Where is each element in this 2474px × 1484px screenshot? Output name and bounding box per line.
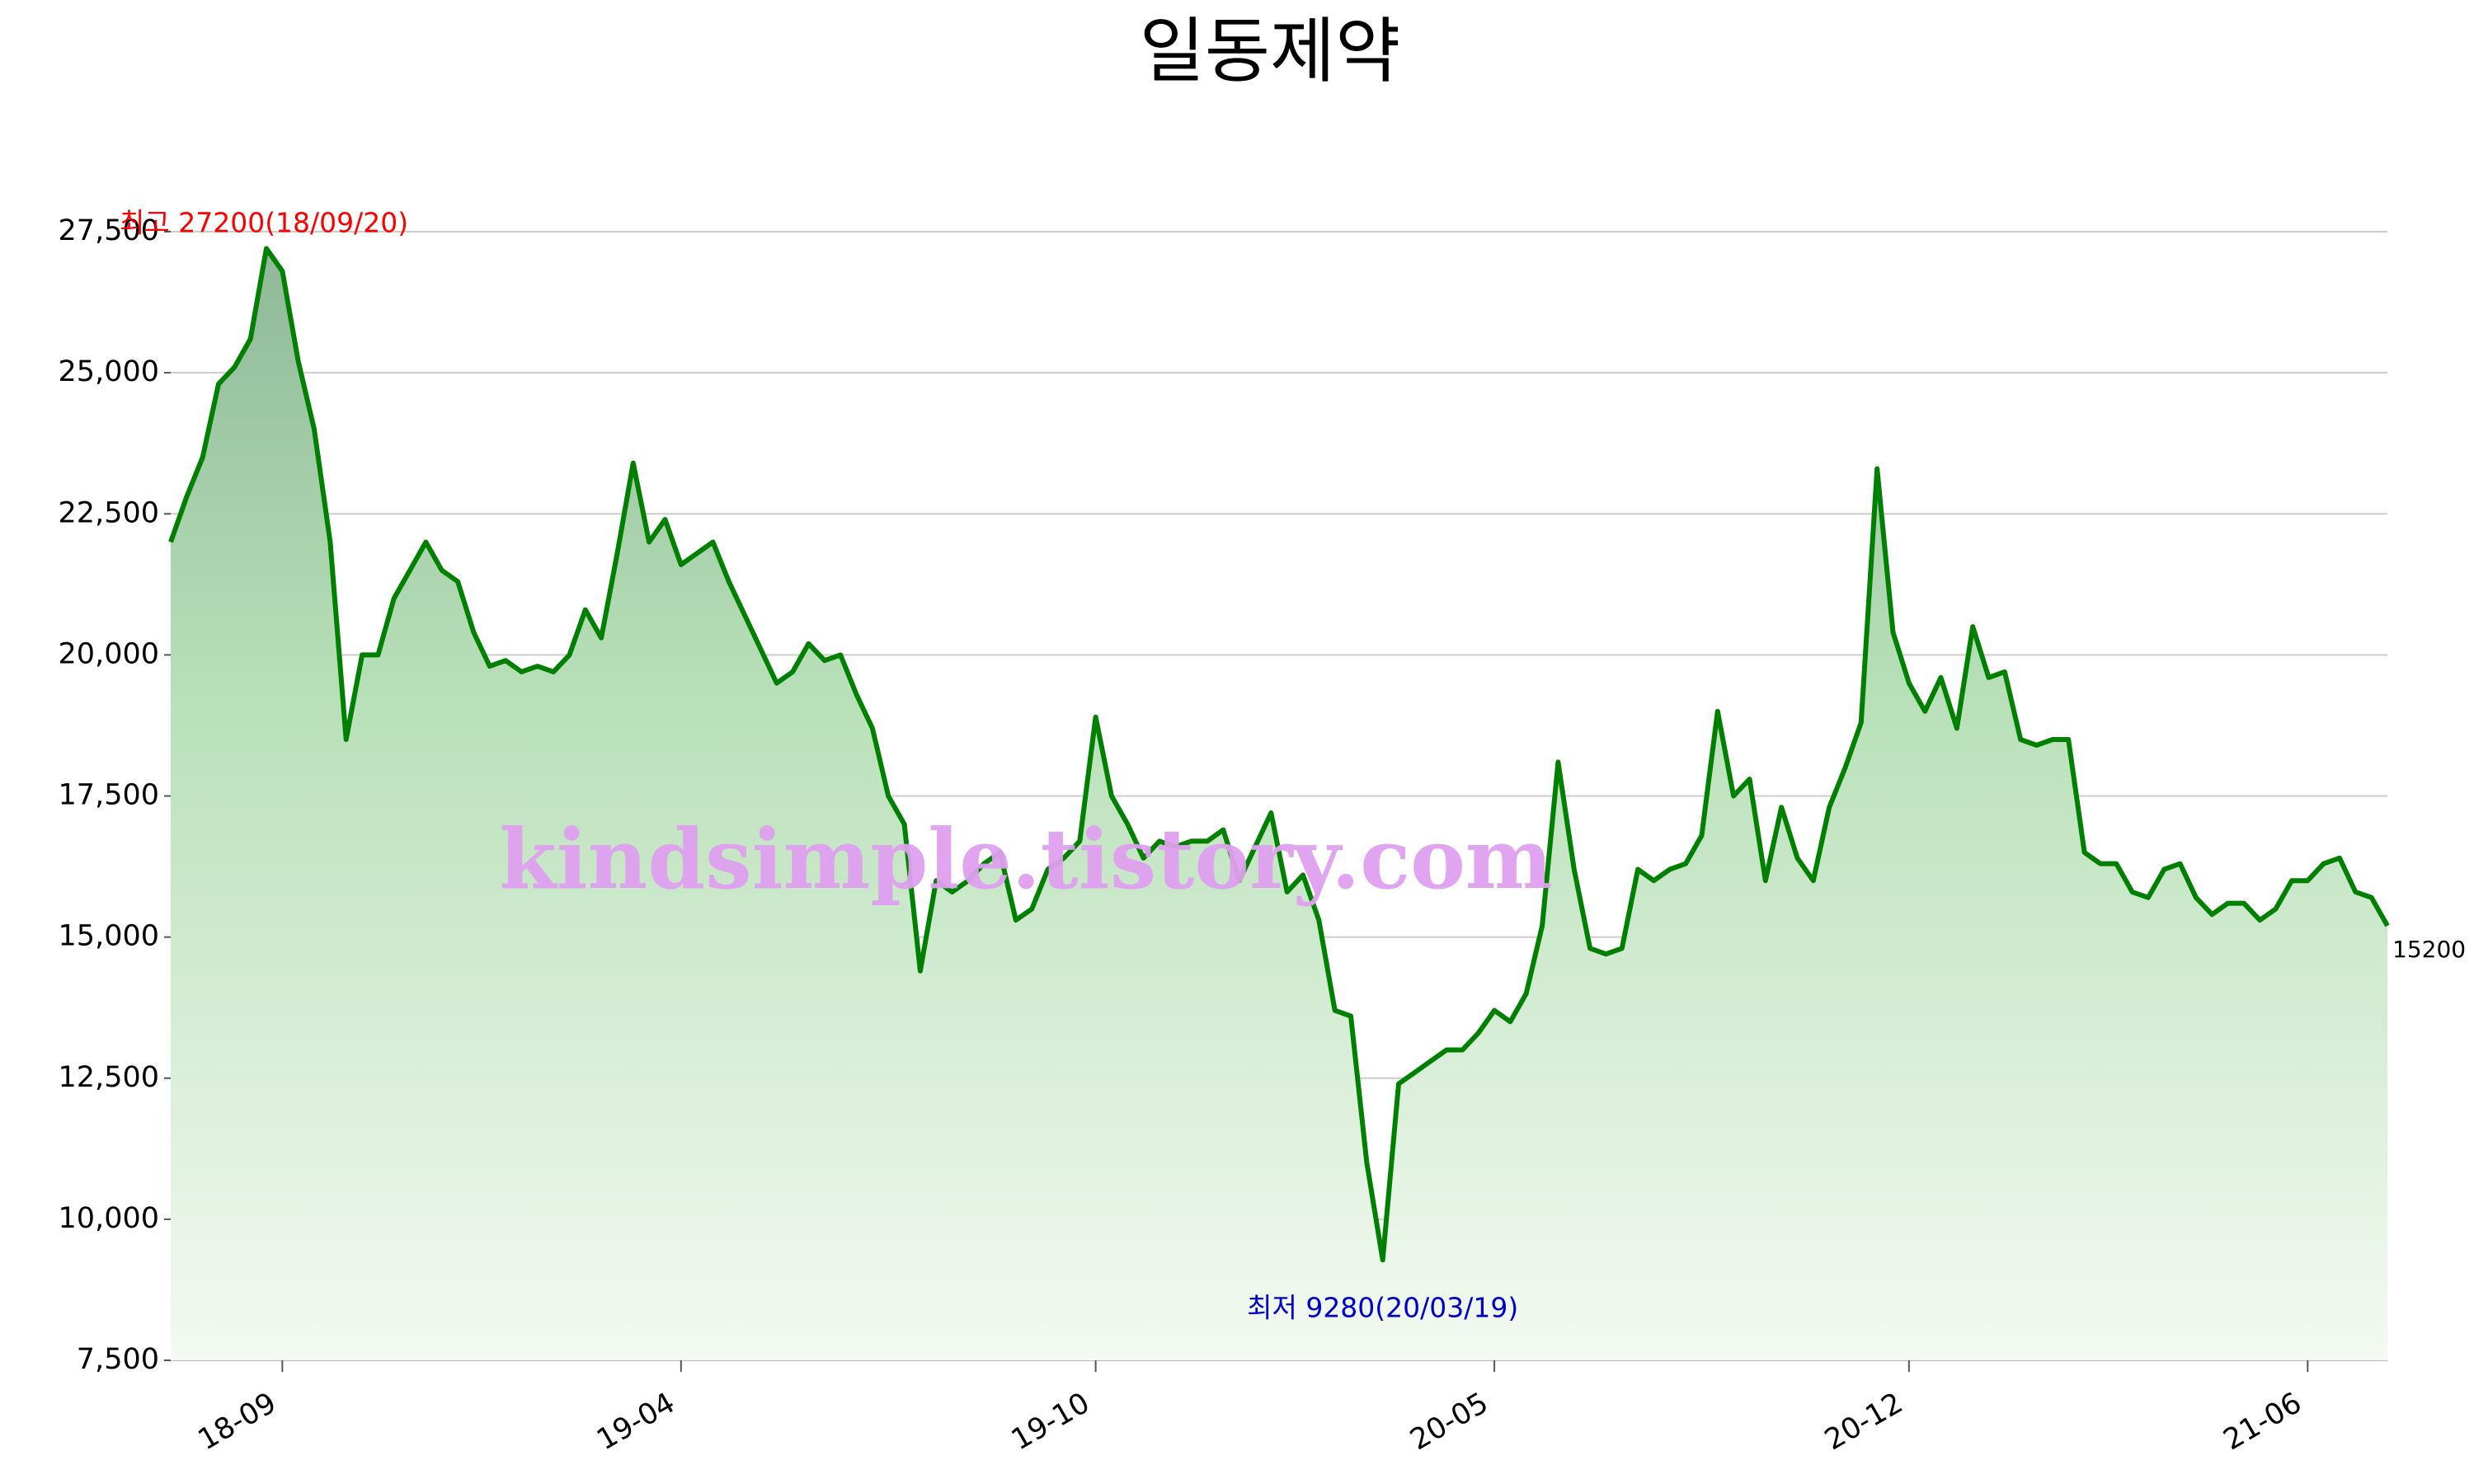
y-tick-label: 17,500: [59, 779, 159, 812]
y-tick-label: 25,000: [59, 355, 159, 388]
y-tick-label: 10,000: [59, 1202, 159, 1235]
x-tick-label: 21-06: [2218, 1387, 2307, 1457]
x-tick-label: 19-04: [591, 1387, 680, 1457]
last-value-label: 15200: [2392, 936, 2466, 963]
min-annotation: 최저 9280(20/03/19): [1247, 1292, 1518, 1324]
x-tick-label: 20-05: [1404, 1387, 1493, 1457]
y-tick-label: 20,000: [59, 637, 159, 670]
y-tick-label: 27,500: [59, 214, 159, 247]
x-tick-label: 18-09: [193, 1387, 282, 1457]
max-annotation: 최고 27200(18/09/20): [120, 207, 408, 239]
x-tick-label: 19-10: [1006, 1387, 1095, 1457]
watermark: kindsimple.tistory.com: [499, 810, 1552, 908]
area: [171, 248, 2387, 1360]
x-tick-label: 20-12: [1819, 1387, 1908, 1457]
price-line: [168, 246, 2390, 1263]
chart-title: 일동제약: [1140, 10, 1400, 92]
y-tick-label: 12,500: [59, 1061, 159, 1094]
y-tick-label: 15,000: [59, 920, 159, 953]
y-tick-label: 7,500: [77, 1343, 159, 1376]
y-tick-label: 22,500: [59, 496, 159, 529]
